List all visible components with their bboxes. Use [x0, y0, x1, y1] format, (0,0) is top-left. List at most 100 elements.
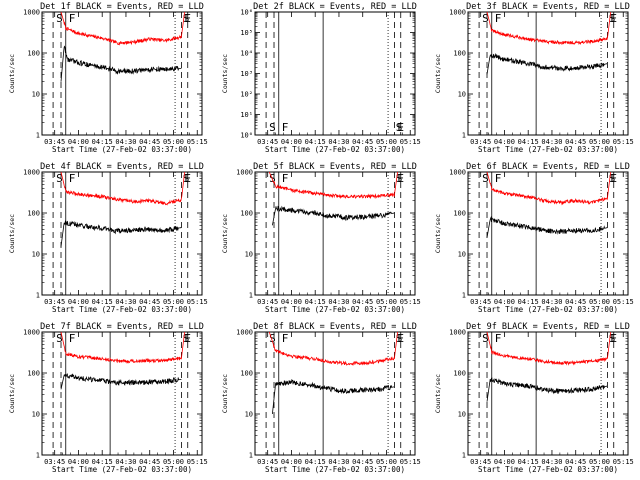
marker-label: S — [56, 332, 63, 345]
lld-series-line — [268, 171, 398, 200]
marker-label: S — [183, 332, 190, 345]
y-tick-label: 10 — [458, 91, 466, 99]
panel-det-1: Det 1f BLACK = Events, RED = LLD 1 10 100 10… — [8, 2, 208, 154]
x-tick-label: 05:15 — [400, 458, 421, 466]
marker-label: S — [396, 172, 403, 185]
plot-frame — [41, 331, 203, 456]
y-tick-label: 1000 — [449, 329, 466, 337]
x-tick-label: 04:45 — [352, 138, 373, 146]
panel-det-9: Det 9f BLACK = Events, RED = LLD 1 10 100 10… — [434, 322, 634, 474]
marker-label: E — [397, 172, 404, 185]
x-tick-label: 03:45 — [257, 298, 278, 306]
panel-det-2: Det 2f BLACK = Events, RED = LLD 10⁰ 10¹ 10… — [221, 2, 421, 154]
panel-title: Det 5f BLACK = Events, RED = LLD — [253, 162, 417, 172]
marker-label: S — [183, 12, 190, 25]
y-tick-label: 10³ — [240, 70, 253, 78]
panel-title: Det 1f BLACK = Events, RED = LLD — [40, 2, 204, 12]
x-tick-label: 05:00 — [163, 138, 184, 146]
x-tick-label: 04:00 — [494, 138, 515, 146]
x-tick-label: 04:00 — [494, 458, 515, 466]
y-tick-label: 10 — [458, 251, 466, 259]
x-tick-label: 05:15 — [187, 138, 208, 146]
x-tick-label: 05:15 — [613, 458, 634, 466]
panel-det-3: Det 3f BLACK = Events, RED = LLD 1 10 100 10… — [434, 2, 634, 154]
marker-label: S — [269, 332, 276, 345]
y-axis-label: Counts/sec — [434, 214, 442, 253]
y-tick-label: 100 — [27, 50, 40, 58]
y-tick-label: 1 — [36, 452, 40, 460]
lld-series-line — [486, 171, 611, 206]
marker-label: F — [495, 12, 502, 25]
x-tick-label: 05:15 — [613, 138, 634, 146]
marker-label: E — [397, 332, 404, 345]
x-tick-label: 04:00 — [281, 298, 302, 306]
events-series-line — [486, 377, 608, 402]
x-tick-label: 04:00 — [68, 458, 89, 466]
y-tick-label: 10⁵ — [240, 29, 253, 37]
x-tick-label: 04:30 — [115, 298, 136, 306]
events-series-line — [60, 45, 182, 82]
x-tick-label: 04:15 — [92, 458, 113, 466]
marker-label: S — [56, 172, 63, 185]
x-tick-label: 04:15 — [305, 458, 326, 466]
x-axis-label: Start Time (27-Feb-02 03:37:00) — [52, 145, 192, 154]
lld-series-line — [60, 11, 185, 46]
y-tick-label: 10⁶ — [240, 9, 253, 17]
x-tick-label: 04:45 — [139, 138, 160, 146]
marker-label: F — [495, 332, 502, 345]
marker-label: F — [69, 12, 76, 25]
x-axis-label: Start Time (27-Feb-02 03:37:00) — [52, 305, 192, 314]
y-tick-label: 1000 — [23, 9, 40, 17]
lld-series-line — [60, 171, 185, 206]
marker-label: S — [609, 332, 616, 345]
plot-frame — [254, 171, 416, 296]
x-axis-label: Start Time (27-Feb-02 03:37:00) — [52, 465, 192, 474]
y-tick-label: 10⁰ — [240, 132, 253, 140]
marker-label: S — [56, 12, 63, 25]
x-tick-label: 03:45 — [44, 138, 65, 146]
x-tick-label: 03:45 — [257, 138, 278, 146]
y-tick-label: 100 — [240, 210, 253, 218]
x-tick-label: 04:45 — [352, 458, 373, 466]
y-axis-label: Counts/sec — [221, 214, 229, 253]
marker-label: E — [610, 332, 617, 345]
x-axis-label: Start Time (27-Feb-02 03:37:00) — [478, 145, 618, 154]
marker-label: F — [282, 332, 289, 345]
x-tick-label: 04:30 — [115, 138, 136, 146]
events-series-line — [60, 220, 182, 247]
y-tick-label: 10 — [32, 91, 40, 99]
panel-title: Det 2f BLACK = Events, RED = LLD — [253, 2, 417, 12]
y-tick-label: 1 — [462, 132, 466, 140]
x-tick-label: 03:45 — [44, 458, 65, 466]
events-series-line — [486, 215, 608, 238]
x-tick-label: 04:30 — [328, 458, 349, 466]
y-tick-label: 10⁴ — [240, 50, 253, 58]
y-axis-label: Counts/sec — [8, 54, 16, 93]
marker-label: S — [609, 172, 616, 185]
plot-frame — [467, 331, 629, 456]
marker-label: S — [482, 172, 489, 185]
panel-det-7: Det 7f BLACK = Events, RED = LLD 1 10 100 10… — [8, 322, 208, 474]
panel-title: Det 9f BLACK = Events, RED = LLD — [466, 322, 630, 332]
y-tick-label: 1000 — [23, 329, 40, 337]
panel-title: Det 7f BLACK = Events, RED = LLD — [40, 322, 204, 332]
marker-label: E — [184, 172, 191, 185]
x-tick-label: 04:00 — [68, 298, 89, 306]
marker-label: E — [184, 332, 191, 345]
x-tick-label: 05:00 — [589, 458, 610, 466]
x-tick-label: 04:15 — [518, 298, 539, 306]
x-tick-label: 05:15 — [400, 298, 421, 306]
x-tick-label: 03:45 — [470, 298, 491, 306]
x-tick-label: 04:45 — [139, 458, 160, 466]
y-tick-label: 100 — [27, 210, 40, 218]
panel-title: Det 6f BLACK = Events, RED = LLD — [466, 162, 630, 172]
x-tick-label: 04:30 — [541, 458, 562, 466]
x-axis-label: Start Time (27-Feb-02 03:37:00) — [478, 465, 618, 474]
lld-series-line — [268, 331, 398, 366]
marker-label: F — [282, 172, 289, 185]
y-tick-label: 1 — [36, 132, 40, 140]
marker-label: E — [184, 12, 191, 25]
marker-label: S — [482, 12, 489, 25]
y-axis-label: Counts/sec — [434, 374, 442, 413]
